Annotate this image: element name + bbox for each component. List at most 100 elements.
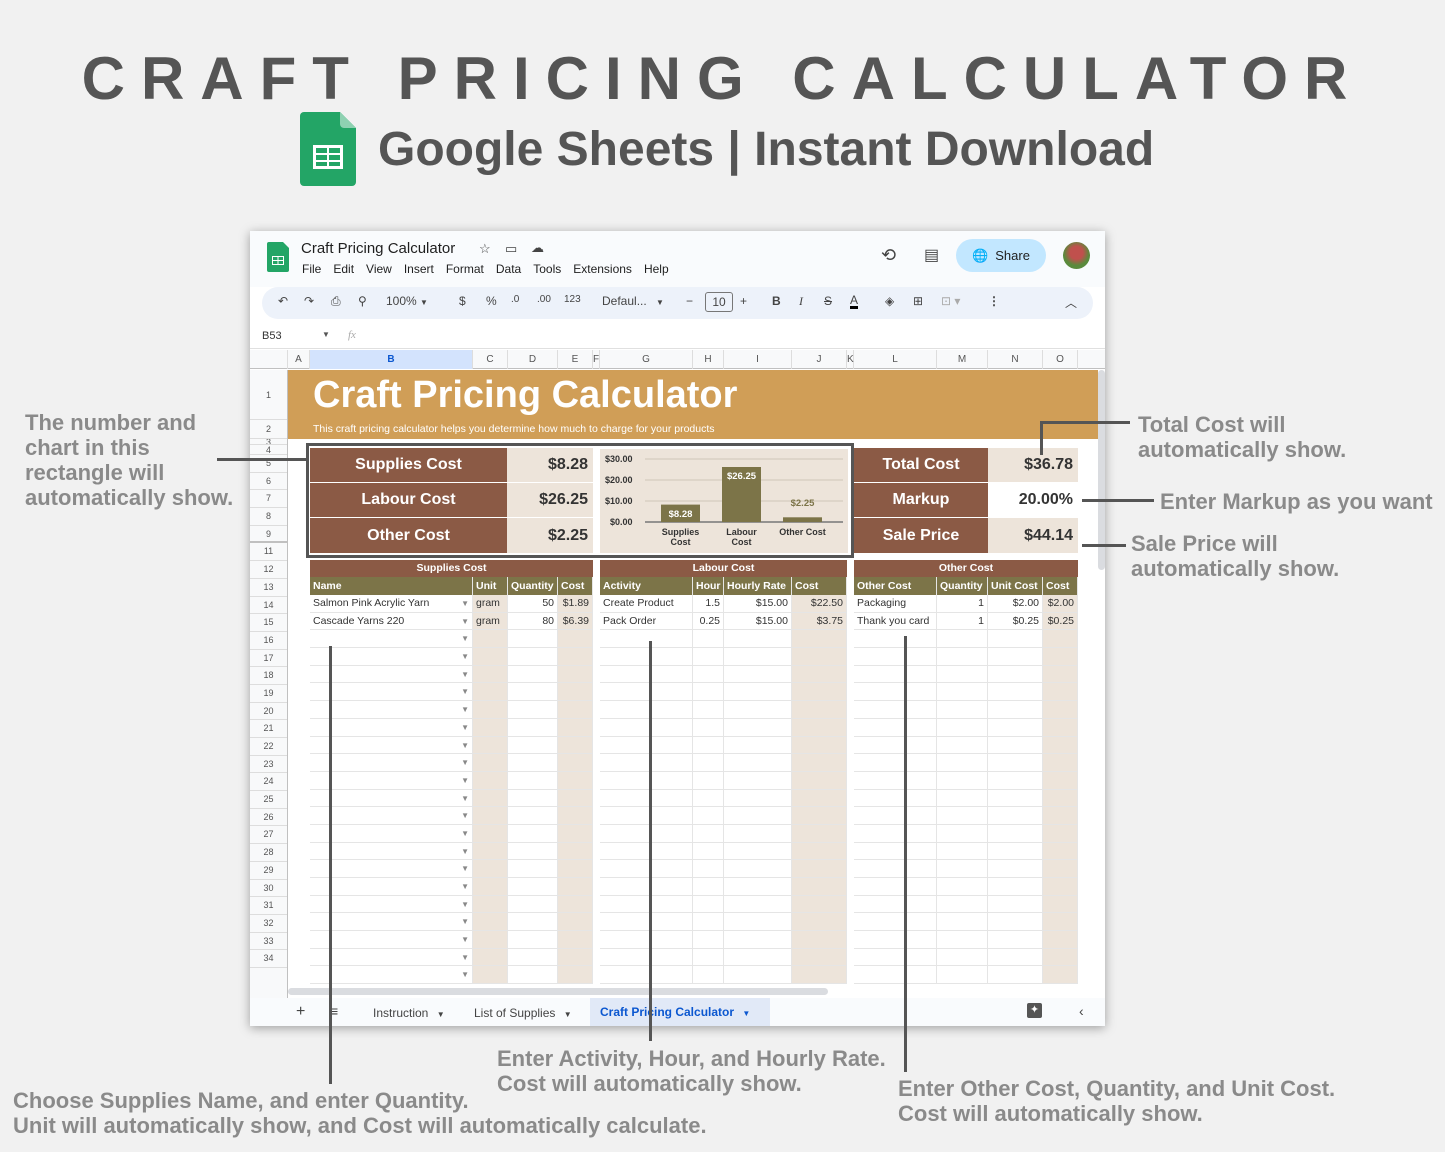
empty-cell[interactable]	[473, 718, 508, 736]
strikethrough-button[interactable]: S	[824, 294, 833, 308]
empty-cell[interactable]	[854, 718, 937, 736]
col-header-h[interactable]: H	[693, 350, 724, 369]
empty-cell[interactable]	[558, 931, 593, 948]
empty-cell[interactable]	[988, 683, 1043, 701]
empty-cell[interactable]	[792, 913, 847, 931]
empty-cell[interactable]	[937, 683, 988, 701]
markup-input[interactable]: 20.00%	[988, 483, 1078, 517]
borders-icon[interactable]: ⊞	[913, 294, 924, 308]
empty-cell[interactable]	[473, 931, 508, 948]
supply-name-dropdown[interactable]: Cascade Yarns 220 ▼	[310, 612, 473, 630]
empty-cell[interactable]	[558, 895, 593, 913]
empty-cell[interactable]	[600, 860, 693, 877]
empty-cell[interactable]	[724, 860, 792, 877]
tab-list-of-supplies[interactable]: List of Supplies ▼	[474, 1006, 572, 1020]
fill-color-icon[interactable]: ◈	[885, 294, 895, 308]
empty-cell[interactable]	[988, 701, 1043, 718]
version-history-icon[interactable]: ⟲	[881, 245, 897, 265]
empty-cell[interactable]	[792, 824, 847, 842]
empty-cell[interactable]: ▼	[310, 718, 473, 736]
empty-cell[interactable]	[1043, 807, 1078, 824]
dropdown-arrow-icon[interactable]: ▼	[461, 705, 469, 715]
empty-cell[interactable]	[693, 878, 724, 895]
empty-cell[interactable]	[1043, 736, 1078, 754]
empty-cell[interactable]	[1043, 648, 1078, 665]
empty-cell[interactable]	[988, 771, 1043, 789]
cost-bar-chart[interactable]: $30.00 $20.00 $10.00 $0.00 $8.28 $26.25 …	[600, 449, 848, 553]
empty-cell[interactable]	[724, 824, 792, 842]
document-title[interactable]: Craft Pricing Calculator	[301, 240, 456, 257]
bar-supplies[interactable]	[661, 504, 700, 522]
empty-cell[interactable]	[508, 842, 558, 860]
cell-quantity[interactable]: 1	[937, 595, 988, 612]
empty-cell[interactable]	[937, 878, 988, 895]
empty-cell[interactable]	[473, 913, 508, 931]
empty-cell[interactable]	[854, 789, 937, 807]
empty-cell[interactable]: ▼	[310, 931, 473, 948]
empty-cell[interactable]	[473, 948, 508, 966]
empty-cell[interactable]	[508, 771, 558, 789]
dropdown-arrow-icon[interactable]: ▼	[461, 952, 469, 962]
empty-cell[interactable]	[724, 683, 792, 701]
empty-cell[interactable]	[600, 665, 693, 683]
dropdown-arrow-icon[interactable]: ▼	[461, 669, 469, 679]
empty-cell[interactable]	[508, 630, 558, 648]
tab-instruction[interactable]: Instruction ▼	[373, 1006, 445, 1020]
col-header-j[interactable]: J	[792, 350, 847, 369]
empty-cell[interactable]	[1043, 824, 1078, 842]
menu-tools[interactable]: Tools	[533, 262, 562, 276]
star-icon[interactable]: ☆	[479, 241, 491, 256]
empty-cell[interactable]	[693, 665, 724, 683]
paint-format-icon[interactable]: ⚲	[358, 294, 367, 308]
dropdown-arrow-icon[interactable]: ▼	[461, 599, 469, 608]
empty-cell[interactable]: ▼	[310, 648, 473, 665]
empty-cell[interactable]	[854, 683, 937, 701]
empty-cell[interactable]: ▼	[310, 665, 473, 683]
empty-cell[interactable]	[792, 683, 847, 701]
empty-cell[interactable]	[792, 630, 847, 648]
empty-cell[interactable]	[558, 878, 593, 895]
empty-cell[interactable]	[600, 630, 693, 648]
empty-cell[interactable]	[693, 948, 724, 966]
empty-cell[interactable]	[508, 665, 558, 683]
zoom-select[interactable]: 100% ▼	[386, 294, 428, 308]
empty-cell[interactable]	[473, 736, 508, 754]
dropdown-arrow-icon[interactable]: ▼	[461, 970, 469, 980]
empty-cell[interactable]	[1043, 966, 1078, 984]
empty-cell[interactable]	[724, 966, 792, 984]
empty-cell[interactable]	[724, 913, 792, 931]
empty-cell[interactable]: ▼	[310, 842, 473, 860]
empty-cell[interactable]	[937, 754, 988, 771]
undo-icon[interactable]: ↶	[278, 294, 289, 308]
col-header-l[interactable]: L	[854, 350, 937, 369]
empty-cell[interactable]	[600, 736, 693, 754]
empty-cell[interactable]	[937, 807, 988, 824]
empty-cell[interactable]	[693, 648, 724, 665]
col-header-b[interactable]: B	[310, 350, 473, 369]
empty-cell[interactable]	[792, 665, 847, 683]
empty-cell[interactable]	[1043, 754, 1078, 771]
empty-cell[interactable]	[508, 718, 558, 736]
empty-cell[interactable]	[558, 948, 593, 966]
empty-cell[interactable]	[724, 931, 792, 948]
dropdown-arrow-icon[interactable]: ▼	[461, 793, 469, 803]
empty-cell[interactable]	[988, 824, 1043, 842]
cell-other-cost[interactable]: Packaging	[854, 595, 937, 612]
empty-cell[interactable]	[693, 754, 724, 771]
row-header[interactable]: 28	[250, 844, 287, 862]
dropdown-arrow-icon[interactable]: ▼	[461, 882, 469, 891]
empty-cell[interactable]	[724, 878, 792, 895]
menu-data[interactable]: Data	[495, 262, 522, 276]
row-header[interactable]: 31	[250, 897, 287, 915]
empty-cell[interactable]	[558, 807, 593, 824]
dropdown-arrow-icon[interactable]: ▼	[461, 846, 469, 856]
empty-cell[interactable]	[558, 913, 593, 931]
cell-quantity[interactable]: 80	[508, 612, 558, 630]
empty-cell[interactable]	[1043, 931, 1078, 948]
empty-cell[interactable]: ▼	[310, 701, 473, 718]
cell-quantity[interactable]: 1	[937, 612, 988, 630]
dropdown-arrow-icon[interactable]: ▼	[461, 652, 469, 662]
cell-activity[interactable]: Create Product	[600, 595, 693, 612]
dropdown-arrow-icon[interactable]: ▼	[461, 687, 469, 697]
font-select[interactable]: Defaul... ▼	[602, 294, 664, 308]
